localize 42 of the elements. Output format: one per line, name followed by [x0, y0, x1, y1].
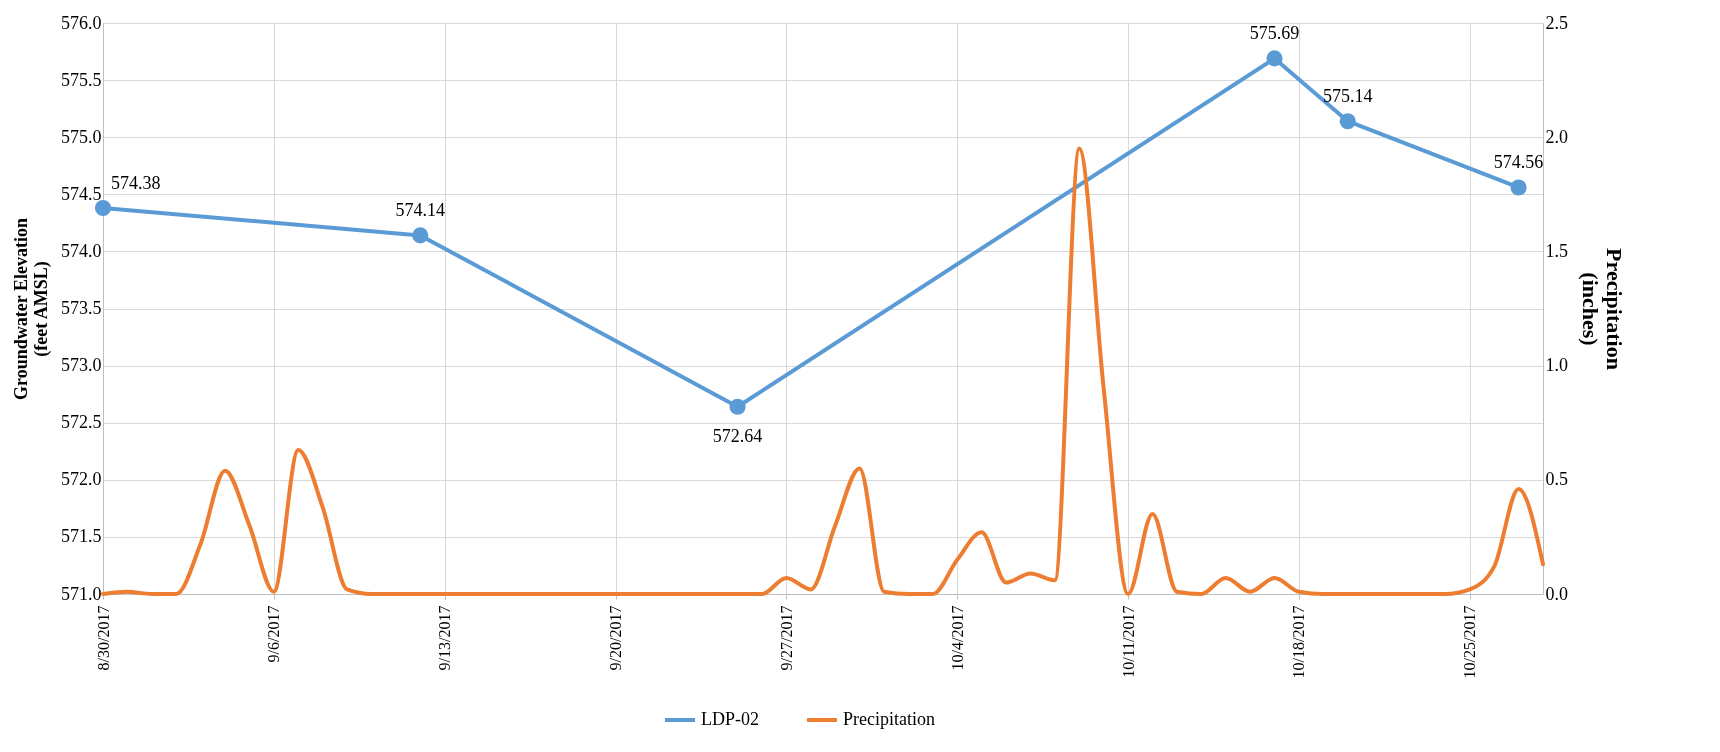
x-tick-label: 10/25/2017	[1461, 605, 1479, 679]
y-tick-label: 574.5	[61, 183, 102, 204]
y-tick-label: 573.5	[61, 298, 102, 318]
y-tick-label: 571.0	[61, 583, 102, 604]
point	[1510, 179, 1527, 196]
legend-label: Precipitation	[843, 709, 935, 729]
legend-label: LDP-02	[701, 709, 759, 729]
point	[1339, 113, 1356, 130]
y2-tick-label: 2.0	[1545, 126, 1568, 147]
x-tick-label: 10/4/2017	[948, 605, 966, 671]
data-label: 575.14	[1323, 86, 1373, 107]
y-axis-title: Groundwater Elevation (feet AMSL)	[11, 218, 52, 400]
point	[94, 199, 112, 217]
y-tick-label: 572.5	[61, 412, 102, 433]
data-label: 574.14	[395, 200, 446, 221]
x-tick-label: 9/27/2017	[777, 605, 795, 671]
point	[729, 398, 746, 415]
data-label: 574.56	[1493, 152, 1544, 173]
data-label: 575.69	[1249, 23, 1300, 44]
x-tick-label: 9/20/2017	[607, 605, 625, 671]
y-tick-label: 572.0	[61, 469, 102, 490]
point	[412, 227, 429, 244]
y-tick-label: 576.0	[61, 12, 102, 33]
x-tick-label: 10/11/2017	[1119, 605, 1137, 678]
y-tick-label: 573.0	[61, 355, 102, 376]
y-tick-label: 571.5	[61, 526, 102, 547]
data-label: 572.64	[712, 425, 763, 446]
y-tick-label: 575.0	[61, 126, 102, 147]
y2-tick-label: 1.5	[1545, 240, 1568, 261]
y2-tick-label: 0.5	[1545, 469, 1568, 490]
x-tick-label: 8/30/2017	[94, 605, 112, 671]
y2-tick-label: 1.0	[1545, 355, 1568, 376]
data-label: 574.38	[111, 173, 161, 193]
y2-tick-label: 2.5	[1545, 12, 1568, 33]
x-tick-label: 10/18/2017	[1290, 605, 1308, 679]
y2-axis-title: Precipitation (inches)	[1578, 248, 1627, 370]
point	[1266, 50, 1283, 67]
y-tick-label: 575.5	[61, 69, 102, 90]
y2-tick-label: 0.0	[1545, 583, 1568, 604]
y-tick-label: 574.0	[61, 240, 102, 261]
x-tick-label: 9/6/2017	[265, 605, 283, 663]
x-tick-label: 9/13/2017	[436, 605, 454, 671]
